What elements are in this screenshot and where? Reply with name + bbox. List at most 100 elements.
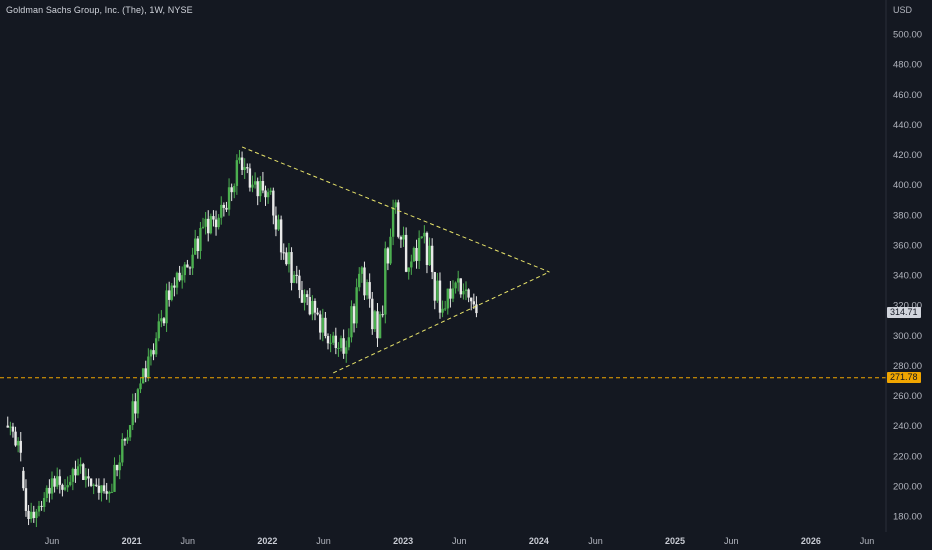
candle [194, 229, 197, 255]
candle [433, 271, 436, 310]
candle-body [472, 301, 476, 305]
candle [102, 478, 106, 494]
candle [412, 246, 416, 262]
candle [332, 331, 335, 346]
candle [82, 462, 85, 481]
candle-body [165, 290, 168, 324]
candle [113, 457, 116, 492]
candle-body [126, 437, 129, 441]
candle [300, 281, 304, 303]
candle-body [386, 248, 390, 264]
candle-body [282, 252, 285, 254]
candle-body [456, 278, 460, 283]
candle [313, 298, 317, 321]
candle-body [209, 216, 213, 234]
time-axis-month-tick: Jun [181, 536, 196, 546]
candle [352, 303, 356, 333]
candle [212, 210, 215, 227]
candle [423, 225, 426, 244]
candle [24, 479, 28, 517]
candle [227, 178, 231, 216]
candle [175, 271, 179, 295]
candle [162, 317, 166, 326]
candle-body [404, 234, 408, 272]
candle [63, 479, 67, 492]
candle-body [191, 254, 194, 269]
price-axis[interactable]: 500.00 480.00 460.00 440.00 420.00 400.00 380.… [893, 30, 922, 523]
candle [358, 267, 361, 292]
candle-body [50, 478, 54, 494]
candle-body [95, 484, 98, 486]
candle-body [53, 478, 56, 487]
candle-body [425, 232, 429, 266]
candle [454, 281, 457, 294]
candle [97, 478, 101, 500]
candle-body [394, 202, 397, 208]
candle-body [230, 187, 233, 193]
candle-body [454, 282, 457, 289]
candle [126, 429, 129, 444]
candle-body [199, 227, 202, 252]
candle-body [373, 311, 377, 330]
candle-body [14, 431, 17, 446]
candle [259, 176, 262, 202]
candle [110, 483, 114, 493]
candle-body [298, 275, 301, 291]
candle-body [235, 160, 239, 186]
candle-body [74, 468, 77, 476]
time-axis[interactable]: Jun 2021 Jun 2022 Jun 2023 Jun 2024 Jun 2025 Jun 20… [45, 536, 875, 546]
candle [441, 300, 444, 318]
candle [61, 483, 64, 497]
candle-body [371, 298, 374, 330]
candle [386, 246, 390, 271]
candle [149, 348, 153, 366]
candle-body [48, 487, 51, 494]
candle-body [256, 181, 259, 197]
candle-body [417, 237, 421, 261]
candle-body [58, 476, 62, 485]
candle [425, 231, 429, 274]
candle [248, 163, 252, 192]
candle [16, 437, 20, 453]
candle-body [381, 314, 384, 316]
candle [467, 288, 470, 303]
support-level-tag: 271.78 [887, 371, 921, 383]
drawing-layer[interactable] [0, 146, 886, 379]
triangle-upper-trendline[interactable] [241, 146, 550, 273]
candle [53, 475, 56, 493]
candle [191, 247, 194, 275]
candle-body [113, 464, 116, 492]
candle-body [16, 440, 20, 446]
candle-body [475, 304, 478, 314]
candle-body [365, 282, 369, 296]
currency-label[interactable]: USD [893, 5, 913, 15]
time-axis-year-tick: 2025 [665, 536, 685, 546]
candle [292, 271, 296, 284]
candle-body [342, 338, 345, 354]
candle-body [212, 216, 215, 220]
candle-body [384, 248, 387, 315]
triangle-lower-trendline[interactable] [333, 271, 550, 374]
candle-body [436, 280, 439, 301]
candle [180, 266, 184, 289]
candle-body [269, 190, 272, 193]
candle-body [248, 168, 252, 188]
candle [290, 247, 293, 291]
candle-body [300, 290, 304, 303]
time-axis-year-tick: 2026 [801, 536, 821, 546]
candle-body [449, 288, 452, 299]
candle [157, 313, 160, 342]
candle-body [352, 306, 356, 324]
price-axis-tick: 500.00 [893, 30, 922, 41]
candle [9, 421, 12, 436]
candle [321, 308, 324, 342]
candle-body [6, 425, 9, 428]
candle [282, 243, 285, 260]
candle-body [287, 252, 291, 265]
candle-body [66, 485, 69, 488]
candle-body [462, 291, 465, 295]
candle [167, 281, 171, 307]
candle-body [420, 236, 423, 238]
